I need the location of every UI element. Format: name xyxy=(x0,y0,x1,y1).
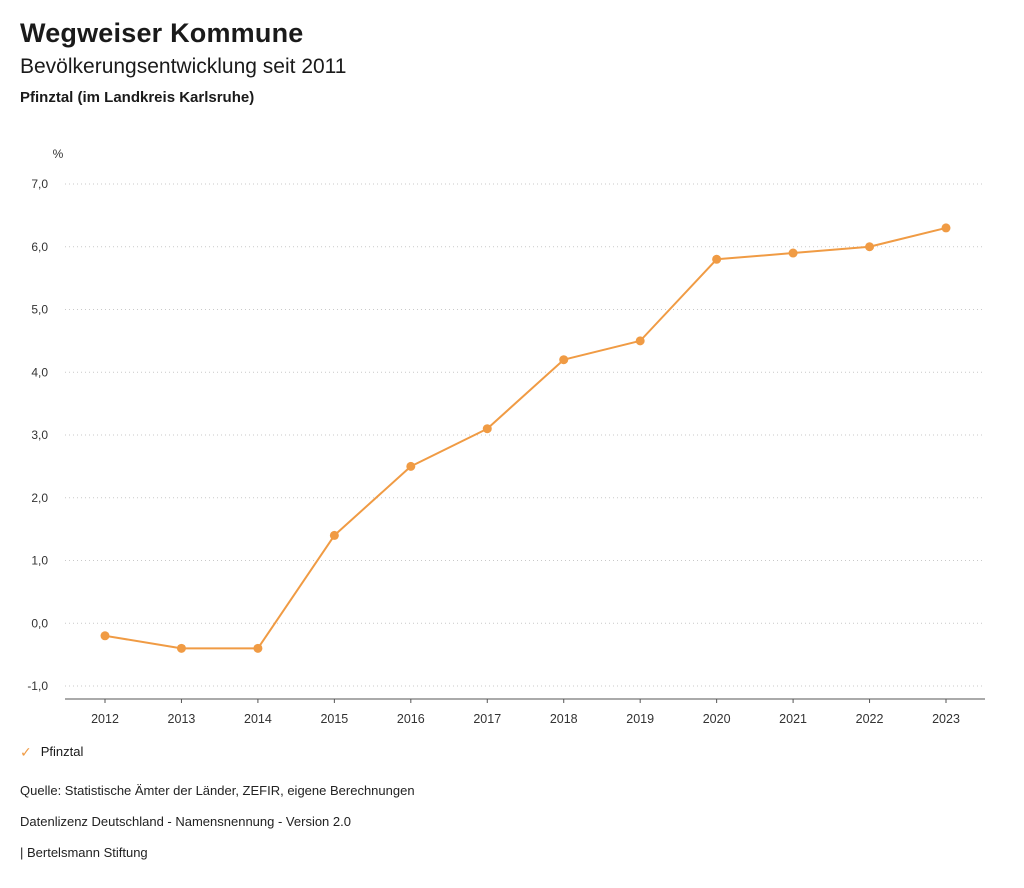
x-tick-label: 2012 xyxy=(91,712,119,726)
x-tick-label: 2013 xyxy=(168,712,196,726)
data-point[interactable] xyxy=(635,336,645,346)
y-tick-label: -1,0 xyxy=(27,679,48,693)
checkmark-icon: ✓ xyxy=(20,743,32,760)
chart-area: % 7,0 6,0 5,0 4,0 3,0 2,0 1,0 0,0 -1,0 2012 2013 201… xyxy=(0,138,1024,734)
x-tick-label: 2016 xyxy=(397,712,425,726)
y-tick-label: 7,0 xyxy=(31,177,48,191)
y-tick-label: 0,0 xyxy=(31,616,48,630)
y-tick-label: 3,0 xyxy=(31,428,48,442)
x-tick-label: 2014 xyxy=(244,712,272,726)
data-point[interactable] xyxy=(482,424,492,434)
x-tick-label: 2019 xyxy=(626,712,654,726)
attribution-text: | Bertelsmann Stiftung xyxy=(20,845,148,860)
data-point[interactable] xyxy=(100,631,110,641)
legend-item-pfinztal[interactable]: ✓ Pfinztal xyxy=(20,744,83,759)
app-title: Wegweiser Kommune xyxy=(20,18,304,48)
series-line xyxy=(104,226,947,650)
source-text: Quelle: Statistische Ämter der Länder, Z… xyxy=(20,783,415,798)
chart-title: Bevölkerungsentwicklung seit 2011 xyxy=(20,55,347,78)
data-point[interactable] xyxy=(712,254,722,264)
data-point[interactable] xyxy=(406,461,416,471)
license-text: Datenlizenz Deutschland - Namensnennung … xyxy=(20,814,351,829)
chart-header: Wegweiser Kommune Bevölkerungsentwicklun… xyxy=(0,0,1024,106)
data-point[interactable] xyxy=(176,643,186,653)
data-point[interactable] xyxy=(559,355,569,365)
population-line-chart[interactable]: % 7,0 6,0 5,0 4,0 3,0 2,0 1,0 0,0 -1,0 2012 2013 201… xyxy=(0,138,1024,734)
chart-location-subtitle: Pfinztal (im Landkreis Karlsruhe) xyxy=(20,89,255,106)
legend-label: Pfinztal xyxy=(40,744,84,759)
y-tick-label: 4,0 xyxy=(31,365,48,379)
y-tick-label: 5,0 xyxy=(31,303,48,317)
chart-footer: Quelle: Statistische Ämter der Länder, Z… xyxy=(20,784,415,877)
data-point[interactable] xyxy=(788,248,798,258)
data-point[interactable] xyxy=(329,530,339,540)
x-tick-label: 2020 xyxy=(703,712,731,726)
data-point[interactable] xyxy=(865,242,875,252)
y-tick-label: 2,0 xyxy=(31,491,48,505)
y-tick-label: 6,0 xyxy=(31,240,48,254)
x-tick-label: 2017 xyxy=(473,712,501,726)
data-point[interactable] xyxy=(941,223,951,233)
y-axis-unit-label: % xyxy=(53,147,64,161)
x-tick-label: 2015 xyxy=(320,712,348,726)
data-point[interactable] xyxy=(253,643,263,653)
x-tick-label: 2021 xyxy=(779,712,807,726)
x-tick-label: 2022 xyxy=(856,712,884,726)
x-tick-label: 2023 xyxy=(932,712,960,726)
x-tick-label: 2018 xyxy=(550,712,578,726)
y-tick-label: 1,0 xyxy=(31,554,48,568)
